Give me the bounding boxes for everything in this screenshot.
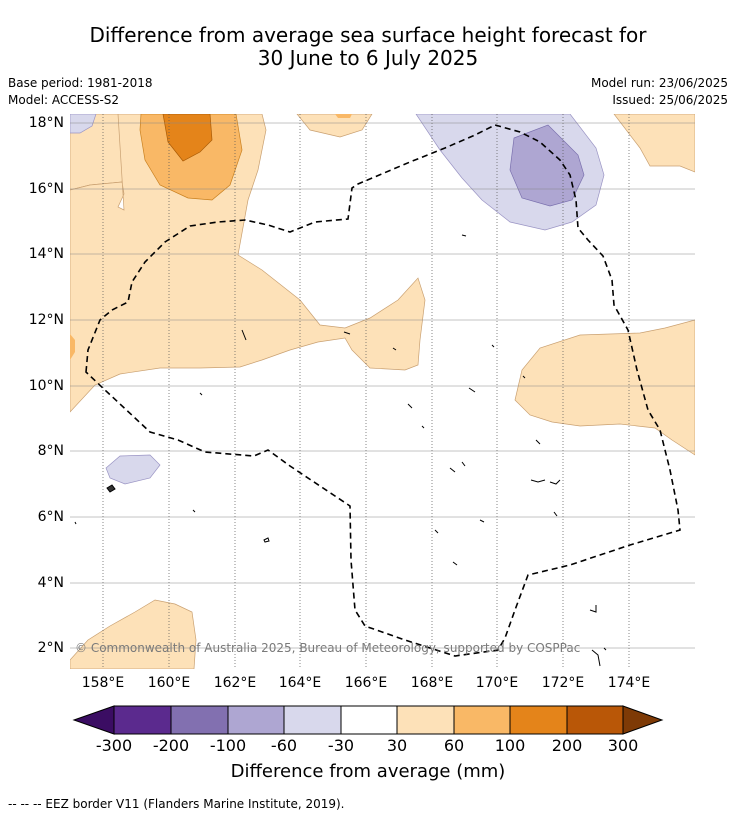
lon-label-168e: 168°E bbox=[410, 675, 454, 691]
lat-label-14n: 14°N bbox=[28, 246, 64, 262]
colorbar-bin-5 bbox=[340, 705, 398, 735]
lon-label-174e: 174°E bbox=[607, 675, 651, 691]
lat-label-2n: 2°N bbox=[37, 640, 64, 656]
lat-label-16n: 16°N bbox=[28, 181, 64, 197]
contour-neg-top-left bbox=[70, 114, 97, 134]
colorbar-label: 100 bbox=[494, 736, 526, 755]
colorbar bbox=[72, 705, 664, 735]
lon-label-160e: 160°E bbox=[147, 675, 191, 691]
chart-title-line2: 30 June to 6 July 2025 bbox=[257, 46, 479, 70]
colorbar-label: 300 bbox=[607, 736, 639, 755]
map-plot-area bbox=[70, 114, 695, 669]
colorbar-title: Difference from average (mm) bbox=[230, 761, 506, 782]
colorbar-label: 60 bbox=[443, 736, 465, 755]
colorbar-label: 200 bbox=[551, 736, 583, 755]
island-markers bbox=[74, 234, 607, 667]
grid-lines bbox=[102, 114, 630, 669]
lon-label-162e: 162°E bbox=[213, 675, 257, 691]
colorbar-label: -200 bbox=[152, 736, 190, 755]
colorbar-bin-3 bbox=[227, 705, 285, 735]
contour-100-200-north bbox=[162, 114, 213, 162]
colorbar-extend-max bbox=[622, 705, 664, 735]
lat-label-4n: 4°N bbox=[37, 575, 64, 591]
eez-border bbox=[85, 124, 681, 657]
colorbar-bin-4 bbox=[283, 705, 342, 735]
colorbar-label: -100 bbox=[209, 736, 247, 755]
colorbar-label: -300 bbox=[95, 736, 133, 755]
contour-neg-southwest bbox=[105, 454, 161, 485]
colorbar-bin-6 bbox=[396, 705, 455, 735]
model-text: Model: ACCESS-S2 bbox=[8, 93, 120, 107]
colorbar-label: -60 bbox=[270, 736, 298, 755]
lon-label-164e: 164°E bbox=[278, 675, 322, 691]
lon-label-172e: 172°E bbox=[541, 675, 585, 691]
lat-label-8n: 8°N bbox=[37, 443, 64, 459]
base-period-text: Base period: 1981-2018 bbox=[8, 76, 153, 90]
lon-label-158e: 158°E bbox=[81, 675, 125, 691]
colorbar-label: -30 bbox=[327, 736, 355, 755]
issued-text: Issued: 25/06/2025 bbox=[612, 93, 728, 107]
lat-label-12n: 12°N bbox=[28, 312, 64, 328]
copyright-text: © Commonwealth of Australia 2025, Bureau… bbox=[75, 641, 581, 655]
contour-30-60-east bbox=[514, 319, 695, 456]
lat-label-18n: 18°N bbox=[28, 115, 64, 131]
grid-lines-horizontal bbox=[70, 122, 695, 649]
colorbar-bin-9 bbox=[566, 705, 624, 735]
contour-30-60-top-strip bbox=[296, 114, 373, 138]
colorbar-bin-7 bbox=[453, 705, 511, 735]
colorbar-bin-2 bbox=[170, 705, 229, 735]
colorbar-label: 30 bbox=[386, 736, 408, 755]
colorbar-bin-1 bbox=[113, 705, 172, 735]
colorbar-bin-8 bbox=[509, 705, 568, 735]
lat-label-10n: 10°N bbox=[28, 378, 64, 394]
lon-label-170e: 170°E bbox=[475, 675, 519, 691]
contour-60-100-top-strip bbox=[335, 114, 352, 118]
footer-legend-text: -- -- -- EEZ border V11 (Flanders Marine… bbox=[8, 797, 345, 811]
contour-30-60-left-edge bbox=[70, 334, 75, 360]
chart-title-line1: Difference from average sea surface heig… bbox=[89, 23, 647, 47]
lat-label-6n: 6°N bbox=[37, 509, 64, 525]
lon-label-166e: 166°E bbox=[344, 675, 388, 691]
colorbar-extend-min bbox=[72, 705, 115, 735]
model-run-text: Model run: 23/06/2025 bbox=[590, 76, 728, 90]
contour-30-60-top-right bbox=[613, 114, 695, 173]
contour-neg-60-100-north bbox=[509, 124, 585, 207]
